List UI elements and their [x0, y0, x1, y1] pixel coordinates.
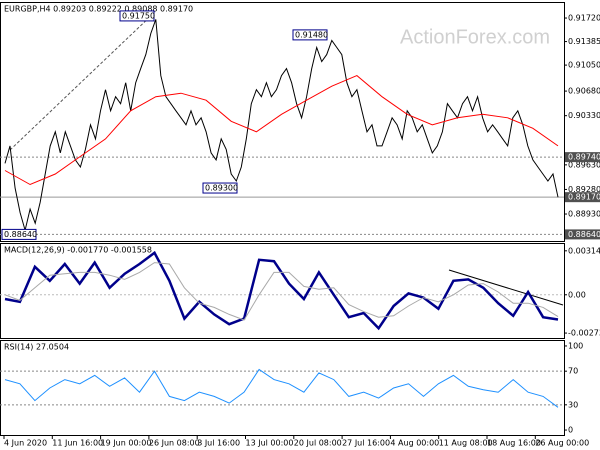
y-tick-label: 0.00 [568, 290, 586, 299]
annotation-label: 0.89300 [205, 184, 238, 193]
current-label: 0.89170 [568, 193, 600, 202]
annotation-label: 0.88640 [4, 230, 37, 239]
y-tick-label: 0.90330 [568, 111, 600, 120]
annotation-box [292, 29, 328, 41]
y-tick-label: 0.89630 [568, 160, 600, 169]
x-tick-label: 26 Jun 08:00 [149, 439, 200, 448]
price-title: EURGBP,H4 0.89203 0.89222 0.89088 0.8917… [4, 5, 193, 14]
annotation-box [119, 10, 155, 22]
x-tick-label: 4 Aug 00:00 [390, 439, 439, 448]
x-tick-label: 18 Aug 16:00 [487, 439, 541, 448]
level-label: 0.88640 [568, 230, 600, 239]
annotation-label: 0.91750 [122, 11, 155, 20]
annotation-box [1, 228, 37, 240]
x-tick-label: 27 Jul 16:00 [342, 439, 390, 448]
annotation-label: 0.91480 [295, 30, 328, 39]
series-line [4, 262, 559, 321]
x-tick-label: 19 Jun 00:00 [101, 439, 152, 448]
series-line [4, 250, 559, 331]
y-tick-label: -0.002737 [568, 329, 600, 338]
annotation-box [202, 182, 238, 194]
level-box [565, 152, 600, 163]
x-tick-label: 11 Aug 08:00 [439, 439, 493, 448]
x-tick-label: 4 Jun 2020 [4, 439, 47, 448]
y-tick-label: 0.88930 [568, 210, 600, 219]
series-line [4, 368, 559, 408]
y-tick-label: 0.91720 [568, 14, 600, 23]
x-tick-label: 26 Aug 00:00 [535, 439, 589, 448]
y-tick-label: 70 [568, 367, 578, 376]
y-tick-label: 0.91050 [568, 61, 600, 70]
level-label: 0.89740 [568, 153, 600, 162]
series-line [4, 19, 559, 233]
y-tick-label: 0.89280 [568, 185, 600, 194]
x-tick-label: 20 Jul 08:00 [294, 439, 342, 448]
x-tick-label: 13 Jul 00:00 [246, 439, 294, 448]
macd-panel [0, 243, 565, 339]
y-tick-label: 0.003143 [568, 246, 600, 255]
x-tick-label: 3 Jul 16:00 [197, 439, 240, 448]
x-tick-label: 11 Jun 16:00 [52, 439, 103, 448]
y-tick-label: 0.91385 [568, 37, 600, 46]
macd-trend-line [448, 269, 564, 306]
y-tick-label: 0.90680 [568, 87, 600, 96]
y-tick-label: 30 [568, 400, 578, 409]
price-panel [0, 2, 565, 242]
trend-line [9, 11, 156, 151]
level-box [565, 229, 600, 240]
watermark: ActionForex.com [400, 26, 550, 48]
macd-title: MACD(12,26,9) -0.001770 -0.001558 [4, 246, 152, 255]
y-tick-label: 100 [568, 341, 583, 350]
y-tick-label: 0 [568, 426, 573, 435]
current-box [565, 192, 600, 203]
rsi-title: RSI(14) 27.0504 [4, 343, 69, 352]
rsi-panel [0, 340, 565, 436]
series-line [4, 75, 559, 186]
